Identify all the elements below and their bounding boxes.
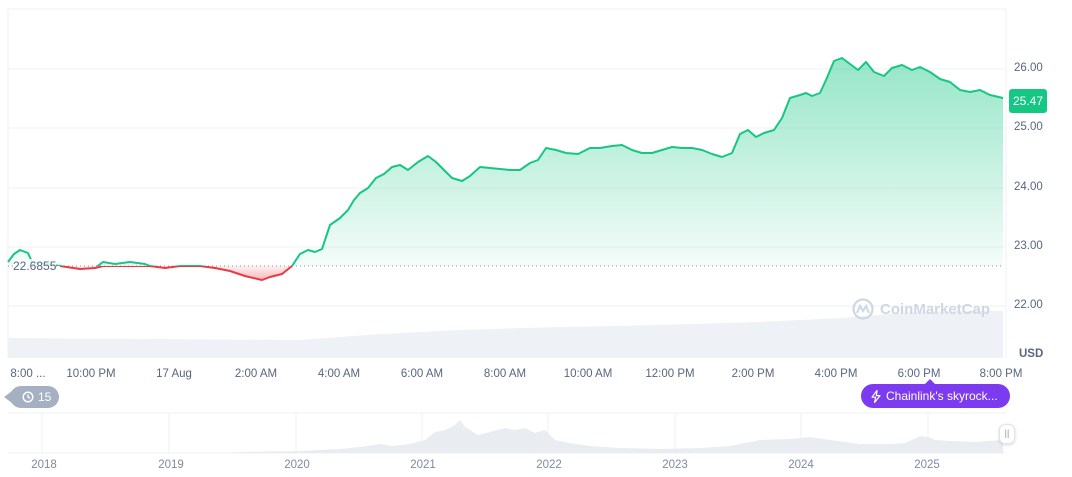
lightning-icon bbox=[871, 389, 881, 403]
volume-area bbox=[8, 311, 1003, 358]
news-event-pill[interactable]: Chainlink's skyrock... bbox=[861, 379, 1010, 408]
nav-year-2025: 2025 bbox=[914, 459, 940, 471]
nav-year-2018: 2018 bbox=[31, 459, 57, 471]
nav-year-2022: 2022 bbox=[536, 459, 562, 471]
history-clock-icon bbox=[22, 391, 34, 403]
x-tick-1: 10:00 PM bbox=[66, 368, 116, 380]
history-count: 15 bbox=[38, 390, 52, 404]
x-tick-0: 8:00 ... bbox=[10, 368, 46, 380]
y-tick-25: 25.00 bbox=[1014, 121, 1043, 133]
y-tick-26: 26.00 bbox=[1014, 62, 1043, 74]
news-pill-text: Chainlink's skyrock... bbox=[886, 389, 998, 403]
x-tick-6: 8:00 AM bbox=[483, 368, 527, 380]
coinmarketcap-logo-icon bbox=[852, 298, 874, 320]
x-tick-3: 2:00 AM bbox=[234, 368, 278, 380]
x-tick-7: 10:00 AM bbox=[563, 368, 613, 380]
range-navigator[interactable] bbox=[8, 412, 1006, 454]
current-price-tag: 25.47 bbox=[1009, 89, 1047, 113]
nav-year-2024: 2024 bbox=[788, 459, 814, 471]
x-tick-12: 8:00 PM bbox=[979, 368, 1023, 380]
nav-year-2019: 2019 bbox=[158, 459, 184, 471]
price-line-down bbox=[59, 266, 293, 281]
y-tick-24: 24.00 bbox=[1014, 181, 1043, 193]
y-tick-23: 23.00 bbox=[1014, 240, 1043, 252]
x-tick-5: 6:00 AM bbox=[400, 368, 444, 380]
x-tick-10: 4:00 PM bbox=[814, 368, 858, 380]
x-tick-11: 6:00 PM bbox=[897, 368, 941, 380]
y-tick-22: 22.00 bbox=[1014, 299, 1043, 311]
price-area-down bbox=[60, 266, 292, 280]
currency-label: USD bbox=[1019, 348, 1044, 360]
nav-year-2021: 2021 bbox=[410, 459, 436, 471]
history-events-badge[interactable]: 15 bbox=[3, 386, 60, 408]
baseline-price-label: 22.6855 bbox=[13, 259, 57, 273]
price-area-up bbox=[8, 58, 1003, 266]
navigator-area bbox=[220, 420, 1003, 453]
nav-year-2020: 2020 bbox=[284, 459, 310, 471]
x-tick-8: 12:00 PM bbox=[645, 368, 695, 380]
price-line-up bbox=[7, 57, 1004, 266]
watermark-text: CoinMarketCap bbox=[880, 300, 991, 318]
x-tick-4: 4:00 AM bbox=[317, 368, 361, 380]
nav-year-2023: 2023 bbox=[662, 459, 688, 471]
x-tick-9: 2:00 PM bbox=[731, 368, 775, 380]
navigator-drag-handle[interactable]: || bbox=[999, 424, 1015, 444]
coinmarketcap-watermark: CoinMarketCap bbox=[852, 298, 990, 320]
x-tick-2: 17 Aug bbox=[156, 368, 192, 380]
